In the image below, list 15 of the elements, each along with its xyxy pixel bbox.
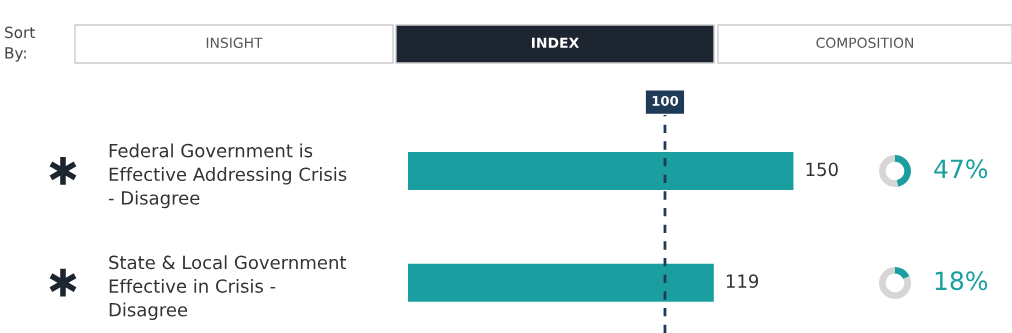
donut-slice	[895, 155, 911, 187]
data-label: 150	[806, 162, 838, 177]
data-label: 18%	[935, 271, 988, 291]
text: INSIGHT	[206, 37, 263, 49]
donut-slice	[895, 267, 910, 280]
text: COMPOSITION	[816, 37, 913, 49]
donut-slice	[879, 155, 898, 187]
text: INDEX	[532, 37, 579, 48]
y-tick-label: State & Local Government Effective in Crisis - Disagree	[109, 255, 347, 321]
y-tick-label: Federal Government is Effective Addressing Crisis - Disagree	[108, 143, 347, 209]
data-label: 119	[726, 274, 759, 288]
text: Sort By:	[5, 26, 35, 62]
ref-line-label: 100	[652, 95, 679, 106]
data-label: 47%	[934, 159, 988, 179]
donut-slice	[879, 267, 911, 299]
